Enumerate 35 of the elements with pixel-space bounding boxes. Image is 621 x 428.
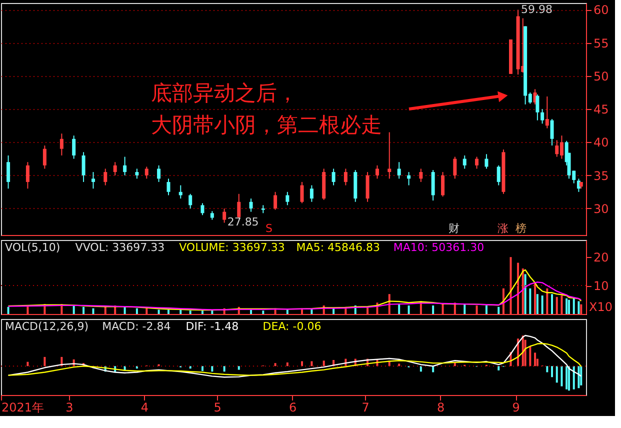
chart-title: MACD(12,26,9) [5, 320, 89, 333]
text: MACD: -2.84 [102, 320, 171, 333]
annotation: VVOL: 33697.33 [75, 241, 165, 254]
annotation: 59.98 [521, 2, 553, 16]
y-tick-label: 20 [594, 250, 609, 265]
x-tick-label: 9 [512, 400, 520, 414]
annotation: VOLUME: 33697.33 [179, 241, 285, 254]
annotation: 榜 [516, 222, 526, 235]
annotation: 底部异动之后， [151, 81, 298, 105]
chart-title: VOL(5,10) [5, 241, 60, 254]
annotation: 财 [448, 222, 460, 235]
x-tick-label: 8 [437, 400, 445, 414]
y-tick-label: 30 [594, 202, 609, 216]
y-tick-label: 55 [594, 36, 609, 50]
y-tick-label: 60 [594, 3, 609, 18]
text: MA5: 45846.83 [296, 241, 380, 254]
text: DEA: -0.06 [262, 320, 322, 333]
x-tick-label: 4 [140, 400, 149, 414]
x-tick-label: 6 [288, 400, 297, 414]
y-tick-label: 50 [594, 69, 609, 84]
x-tick-label: 3 [66, 400, 74, 414]
y-tick-label: 10 [594, 279, 609, 294]
x-tick-label: 5 [214, 400, 222, 414]
annotation: 涨 [498, 222, 508, 235]
text: MA10: 50361.30 [393, 241, 484, 254]
x-tick-label: 2021年 [2, 400, 44, 414]
annotation: S [266, 222, 273, 235]
annotation: 27.85 [227, 216, 259, 229]
y-tick-label: 45 [594, 102, 609, 117]
y-tick-label: 40 [594, 136, 609, 150]
text: DIF: -1.48 [186, 320, 239, 333]
y-tick-label: 35 [594, 168, 609, 183]
annotation: 大阴带小阴，第二根必走 [151, 113, 382, 137]
y-axis-title: X10 [589, 300, 612, 314]
x-tick-label: 7 [362, 400, 370, 414]
